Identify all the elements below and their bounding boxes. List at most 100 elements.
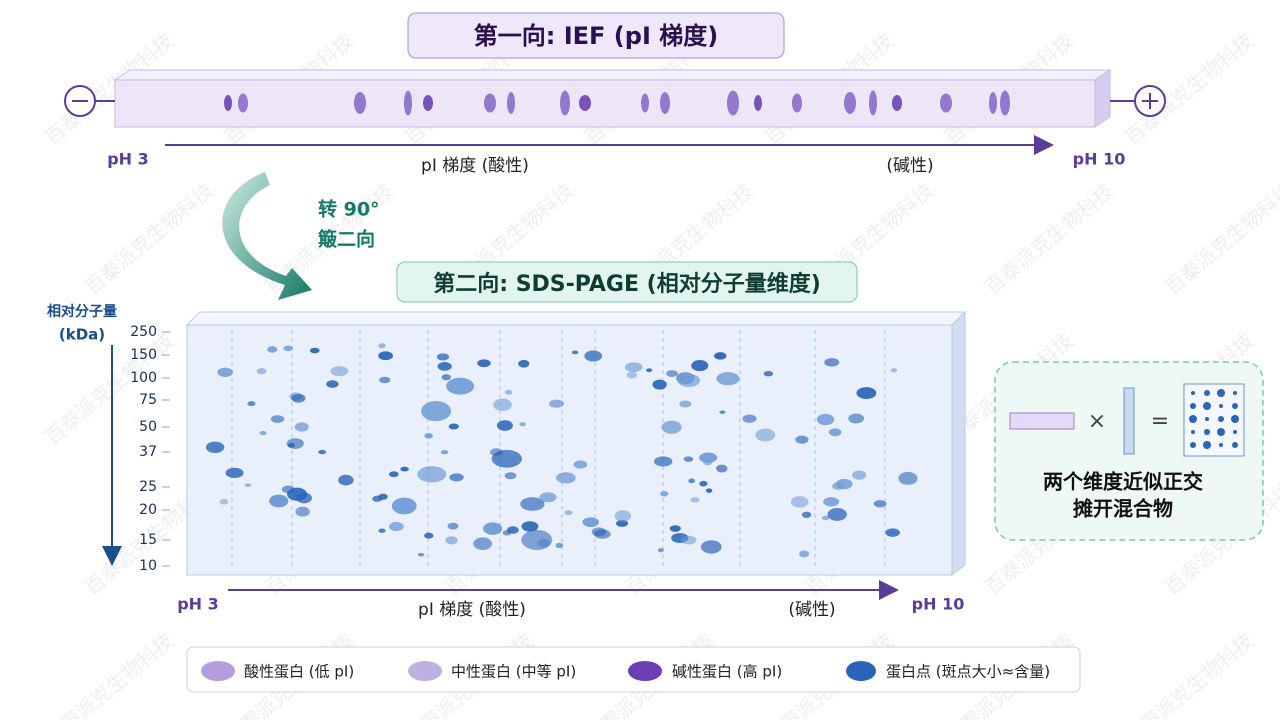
- protein-spot: [885, 528, 900, 537]
- protein-spot: [448, 423, 459, 430]
- protein-spot: [378, 351, 393, 361]
- mw-tick-label: 37: [139, 444, 157, 460]
- protein-spot: [549, 399, 564, 408]
- ief-band: [579, 95, 591, 111]
- ief-band: [892, 95, 902, 111]
- protein-spot: [591, 527, 607, 537]
- ief-band: [224, 95, 232, 111]
- ief-band: [560, 90, 570, 116]
- grid-dot: [1217, 389, 1225, 397]
- protein-spot: [823, 497, 840, 507]
- protein-spot: [267, 346, 278, 353]
- legend-swatch: [408, 661, 442, 681]
- protein-spot: [763, 371, 774, 377]
- protein-spot: [504, 472, 517, 480]
- protein-spot: [225, 467, 244, 479]
- times-sign: ×: [1088, 409, 1106, 434]
- electrodes: [64, 85, 1166, 117]
- grid-dot: [1205, 417, 1209, 421]
- grid-dots: [1189, 389, 1239, 449]
- ief-band: [1000, 90, 1010, 116]
- mw-ticks: 250 150 100 75 50 37 25 20 15 10: [130, 324, 170, 574]
- protein-spot: [646, 368, 653, 372]
- grid-dot: [1191, 391, 1195, 395]
- protein-spot: [799, 550, 810, 558]
- protein-spot: [556, 472, 576, 484]
- protein-spot: [755, 428, 776, 442]
- rotate-label: 簸二向: [318, 228, 375, 251]
- ief-title-box: [407, 12, 785, 59]
- grid-dot: [1232, 442, 1238, 448]
- protein-spot: [449, 473, 464, 482]
- protein-spot: [677, 373, 701, 387]
- protein-spot: [683, 456, 694, 462]
- rotate-arrow: [222, 172, 312, 300]
- grid-dot: [1219, 443, 1223, 447]
- protein-spot: [445, 536, 458, 545]
- ief-band: [660, 92, 670, 114]
- legend-swatch: [628, 661, 662, 681]
- protein-spot: [615, 520, 629, 527]
- protein-spot: [518, 359, 530, 368]
- protein-spot: [539, 492, 557, 503]
- protein-spot: [400, 466, 409, 472]
- protein-spot: [493, 398, 512, 411]
- protein-spot: [219, 498, 229, 505]
- gradient-label: pI 梯度 (酸性): [418, 600, 526, 620]
- protein-spot: [669, 525, 681, 532]
- watermark: 百泰派克生物科技: [980, 178, 1118, 299]
- ief-band: [754, 95, 762, 111]
- grid-dot: [1233, 391, 1237, 395]
- protein-spot: [873, 500, 887, 508]
- ph-high: pH 10: [1073, 150, 1126, 169]
- ief-band: [727, 90, 739, 116]
- protein-spot: [657, 548, 664, 553]
- protein-spot: [424, 532, 434, 539]
- protein-spot: [521, 521, 539, 532]
- protein-spot: [338, 474, 354, 486]
- mw-tick-label: 20: [139, 502, 157, 518]
- protein-spot: [582, 517, 599, 527]
- protein-spot: [473, 537, 492, 550]
- ief-icon: [1009, 412, 1075, 430]
- protein-spot: [614, 510, 632, 522]
- legend-label: 酸性蛋白 (低 pI): [244, 663, 354, 681]
- protein-spot: [742, 414, 757, 423]
- protein-spot: [283, 345, 293, 352]
- protein-spot: [295, 506, 310, 517]
- protein-spot: [286, 438, 304, 449]
- grid-dot: [1204, 429, 1210, 435]
- protein-spot: [714, 352, 727, 360]
- ph-low: pH 3: [177, 595, 219, 614]
- protein-spot: [421, 400, 452, 422]
- grid-dot: [1191, 430, 1195, 434]
- protein-spot: [795, 435, 809, 444]
- grid-dot: [1203, 441, 1211, 449]
- protein-spot: [801, 511, 812, 518]
- legend-swatch: [201, 661, 235, 681]
- grid-dot: [1203, 402, 1211, 410]
- ief-bands: [224, 90, 1010, 116]
- protein-spot: [441, 374, 451, 381]
- protein-spot: [719, 410, 726, 414]
- protein-spot: [256, 368, 267, 375]
- protein-spot: [483, 522, 503, 535]
- protein-spot: [564, 510, 573, 516]
- protein-spot: [821, 515, 830, 521]
- protein-spot: [716, 464, 728, 473]
- ph-low: pH 3: [107, 150, 149, 169]
- protein-spot: [716, 372, 740, 386]
- gradient-label: pI 梯度 (酸性): [421, 156, 529, 176]
- grid-dot: [1233, 430, 1237, 434]
- watermark: 百泰派克生物科技: [40, 328, 178, 449]
- protein-spot: [417, 552, 425, 557]
- protein-spot: [270, 415, 285, 423]
- equals-sign: =: [1151, 409, 1169, 434]
- protein-spot: [699, 452, 718, 463]
- watermark: 百泰派克生物科技: [40, 628, 178, 720]
- protein-spot: [437, 362, 452, 371]
- watermark: 百泰派克生物科技: [1120, 628, 1258, 720]
- protein-spot: [852, 470, 867, 480]
- protein-spot: [832, 482, 845, 490]
- ief-band: [641, 93, 649, 113]
